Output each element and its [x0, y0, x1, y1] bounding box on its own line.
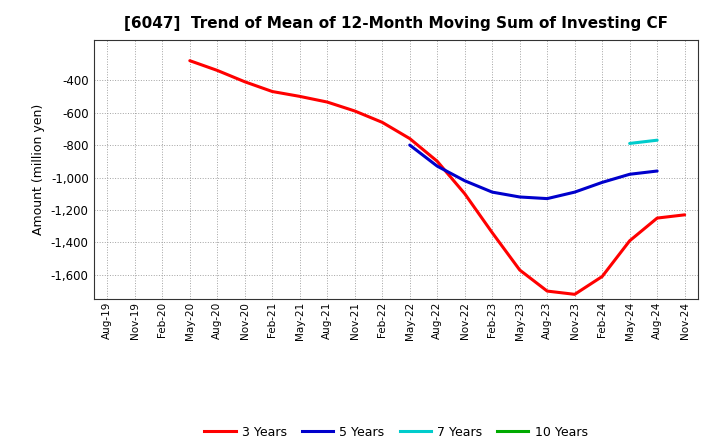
- Title: [6047]  Trend of Mean of 12-Month Moving Sum of Investing CF: [6047] Trend of Mean of 12-Month Moving …: [124, 16, 668, 32]
- Legend: 3 Years, 5 Years, 7 Years, 10 Years: 3 Years, 5 Years, 7 Years, 10 Years: [199, 421, 593, 440]
- Y-axis label: Amount (million yen): Amount (million yen): [32, 104, 45, 235]
